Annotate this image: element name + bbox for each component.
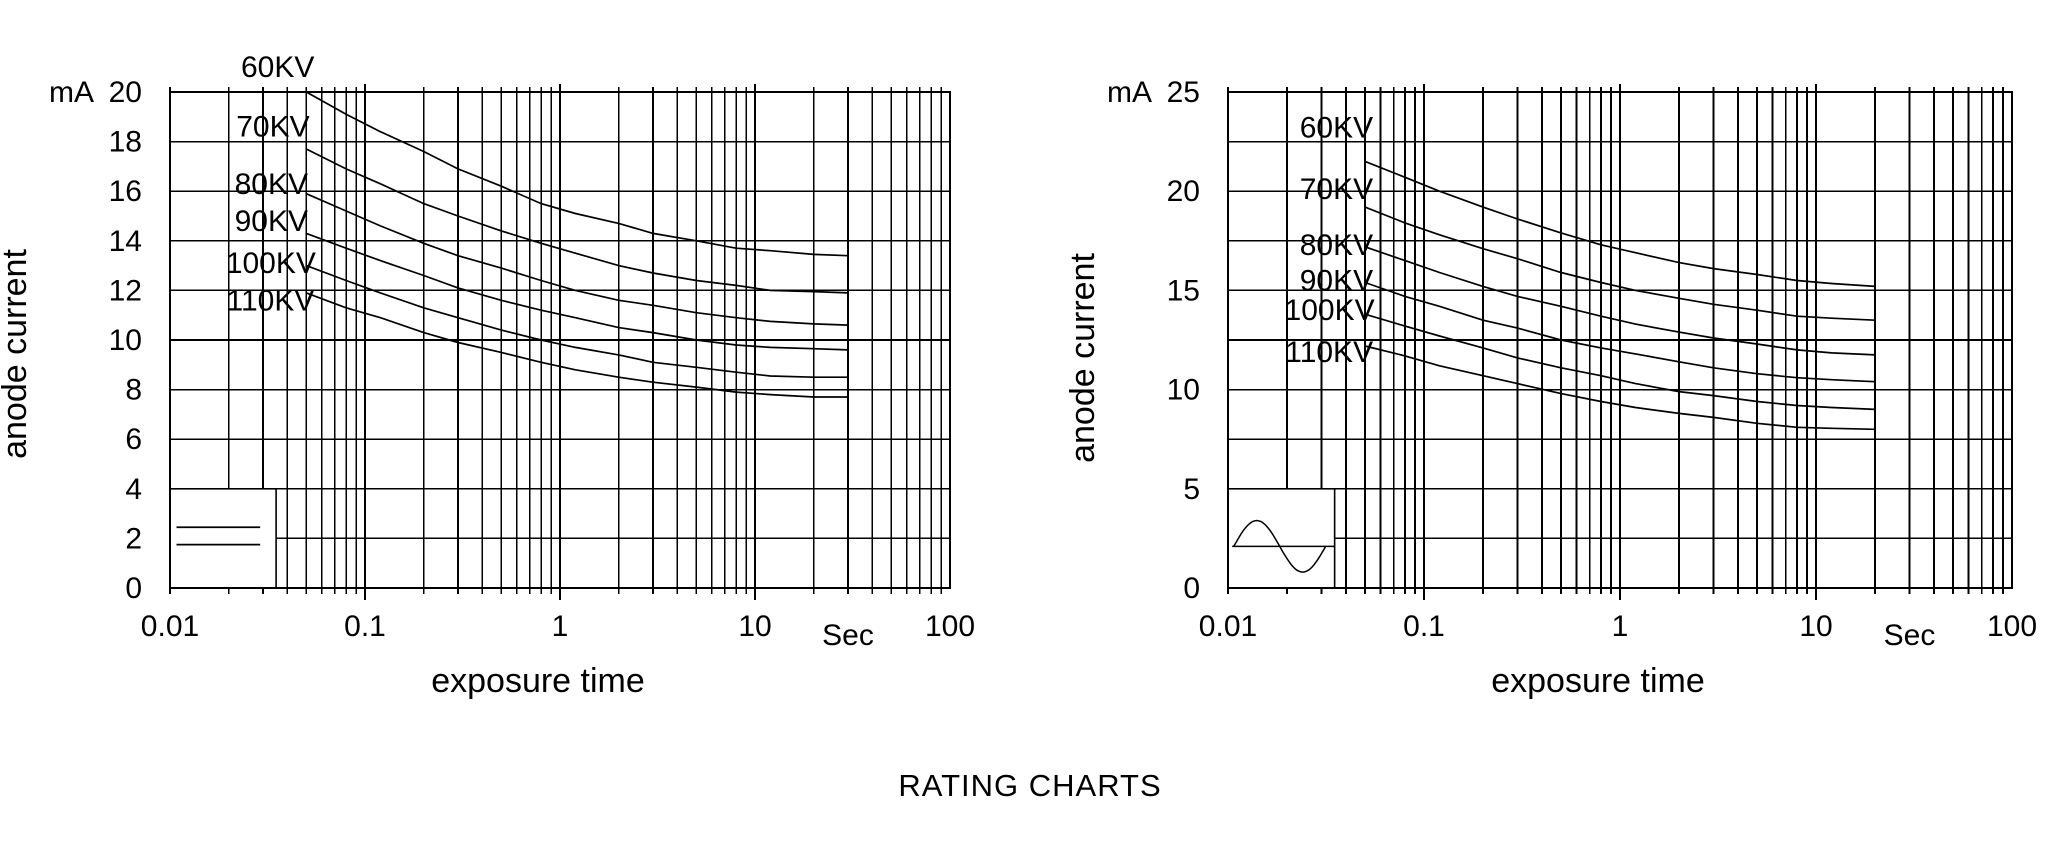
curve-70KV	[1364, 206, 1876, 322]
x-tick-label: 0.1	[1403, 610, 1445, 643]
y-axis-unit-label: mA	[49, 76, 94, 109]
curve-label-80KV: 80KV	[1300, 229, 1373, 262]
curve-label-110KV: 110KV	[1285, 336, 1373, 369]
x-axis-labels: 0.01 0.1 1 10 100 Sec	[1199, 610, 2037, 652]
y-tick-label: 25	[1167, 76, 1200, 109]
y-tick-label: 10	[1167, 374, 1200, 407]
y-tick-label: 8	[125, 374, 142, 407]
curve-60KV	[305, 91, 849, 257]
curve-100KV	[306, 264, 848, 379]
y-axis-unit-label: mA	[1107, 76, 1152, 109]
x-tick-label: 0.1	[344, 610, 386, 643]
y-tick-label: 14	[109, 225, 142, 258]
rating-chart-constant-potential: 60KV 70KV 80KV 90KV 100KV 110KV 0 2 4 6 8 10 12 14 16 1…	[0, 51, 975, 700]
x-tick-label: 100	[925, 610, 975, 643]
rating-curves	[305, 91, 849, 398]
curve-label-60KV: 60KV	[1300, 112, 1373, 145]
x-tick-label: 1	[1612, 610, 1629, 643]
waveform-legend	[1227, 487, 1336, 589]
y-tick-label: 16	[109, 175, 142, 208]
grid	[169, 84, 951, 600]
curve-label-100KV: 100KV	[226, 247, 316, 280]
y-tick-label: 0	[125, 572, 142, 605]
y-axis-labels: 0 2 4 6 8 10 12 14 16 18 20 mA	[49, 76, 142, 605]
waveform-legend	[169, 487, 277, 589]
curve-label-90KV: 90KV	[1300, 265, 1373, 298]
curve-110KV	[306, 292, 848, 398]
rating-curves	[1364, 160, 1876, 431]
x-tick-label: 100	[1987, 610, 2037, 643]
curve-110KV	[1364, 345, 1876, 431]
y-tick-label: 6	[125, 423, 142, 456]
curve-90KV	[1364, 281, 1876, 383]
grid	[1227, 84, 2013, 600]
curve-label-90KV: 90KV	[235, 205, 308, 238]
x-tick-label: 10	[1799, 610, 1832, 643]
curve-70KV	[305, 148, 849, 294]
curve-80KV	[1364, 245, 1876, 356]
x-axis-title: exposure time	[1491, 662, 1705, 700]
y-tick-label: 12	[109, 274, 142, 307]
curve-label-60KV: 60KV	[241, 51, 314, 84]
y-tick-label: 20	[109, 76, 142, 109]
y-tick-label: 18	[109, 126, 142, 159]
curve-60KV	[1364, 160, 1876, 288]
x-tick-label: 1	[552, 610, 569, 643]
curve-label-70KV: 70KV	[1300, 173, 1373, 206]
curve-label-110KV: 110KV	[227, 284, 315, 317]
x-tick-label: 10	[738, 610, 771, 643]
y-tick-label: 5	[1183, 473, 1200, 506]
plot-border	[168, 90, 952, 590]
curve-80KV	[305, 192, 849, 326]
y-axis-title: anode current	[1064, 253, 1102, 463]
y-tick-label: 10	[109, 324, 142, 357]
curve-90KV	[306, 232, 849, 351]
curve-label-80KV: 80KV	[235, 168, 308, 201]
x-axis-labels: 0.01 0.1 1 10 100 Sec	[141, 610, 975, 652]
y-tick-label: 2	[125, 522, 142, 555]
sine-waveform-icon	[1232, 519, 1335, 573]
y-tick-label: 4	[125, 473, 142, 506]
x-axis-unit-label: Sec	[1884, 619, 1936, 652]
y-tick-label: 15	[1167, 274, 1200, 307]
page-title: RATING CHARTS	[898, 768, 1162, 803]
curve-100KV	[1364, 313, 1876, 411]
x-tick-label: 0.01	[141, 610, 199, 643]
y-axis-labels: 0 5 10 15 20 25 mA	[1107, 76, 1200, 605]
x-axis-title: exposure time	[431, 662, 645, 700]
constant-potential-waveform-icon	[176, 526, 261, 546]
x-axis-unit-label: Sec	[822, 619, 874, 652]
curve-label-100KV: 100KV	[1285, 294, 1375, 327]
curve-labels: 60KV 70KV 80KV 90KV 100KV 110KV	[226, 51, 316, 317]
x-tick-label: 0.01	[1199, 610, 1257, 643]
y-axis-title: anode current	[0, 249, 34, 459]
y-tick-label: 0	[1183, 572, 1200, 605]
curve-label-70KV: 70KV	[236, 111, 309, 144]
y-tick-label: 20	[1167, 175, 1200, 208]
plot-border	[1226, 90, 2014, 590]
